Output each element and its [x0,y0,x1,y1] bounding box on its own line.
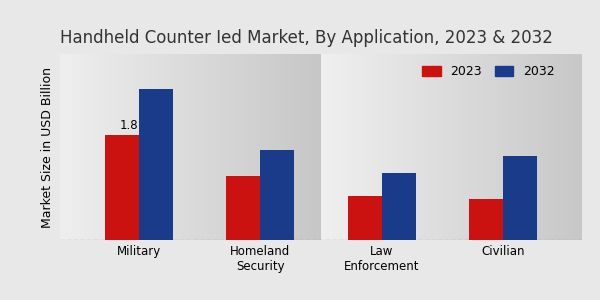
Legend: 2023, 2032: 2023, 2032 [417,60,560,83]
Bar [260,150,294,240]
Text: Handheld Counter Ied Market, By Application, 2023 & 2032: Handheld Counter Ied Market, By Applicat… [60,29,553,47]
Bar [105,135,139,240]
Text: 1.8: 1.8 [119,119,138,133]
Bar [139,89,173,240]
Y-axis label: Market Size in USD Billion: Market Size in USD Billion [41,67,55,227]
Bar [469,199,503,240]
Bar [348,196,382,240]
Bar [382,173,416,240]
Bar [226,176,260,240]
Bar [503,156,537,240]
